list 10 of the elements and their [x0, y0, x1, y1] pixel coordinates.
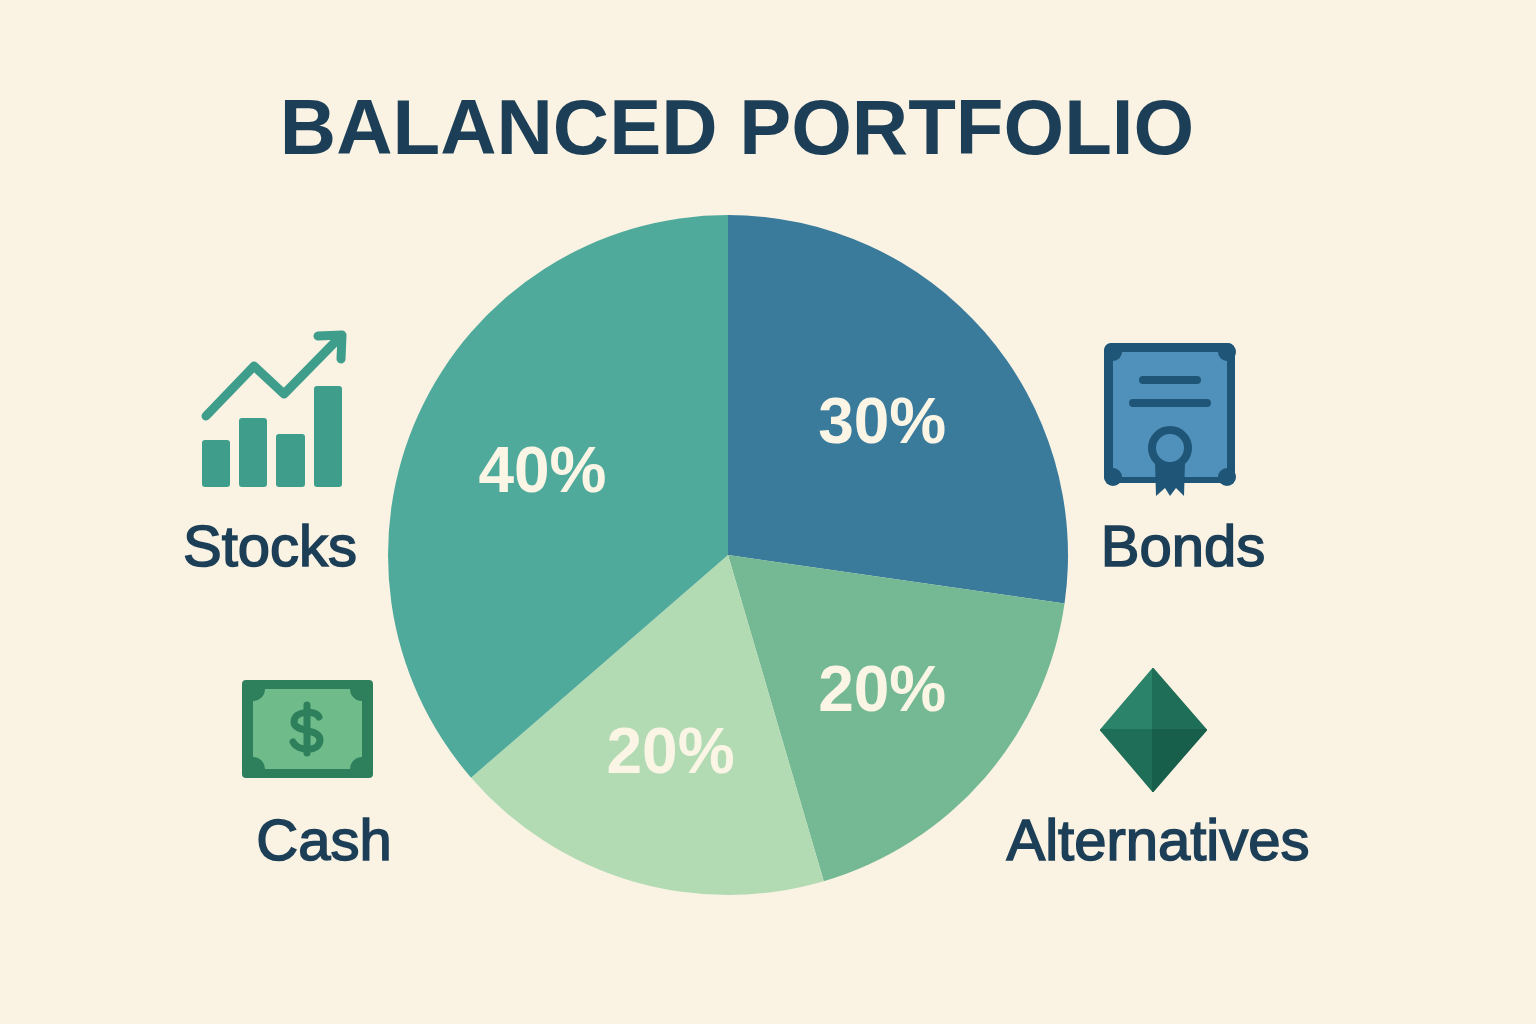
pie-slice — [728, 215, 1068, 604]
data-label: 40% — [478, 434, 607, 507]
slice-label: Alternatives — [1006, 807, 1310, 872]
slice-label: Cash — [256, 807, 392, 872]
data-label: 20% — [818, 652, 947, 725]
slice-label: Stocks — [182, 513, 358, 578]
slice-label: Bonds — [1100, 513, 1266, 578]
data-label: 30% — [818, 385, 947, 458]
chart-title: BALANCED PORTFOLIO — [279, 83, 1195, 171]
data-label: 20% — [606, 714, 735, 787]
